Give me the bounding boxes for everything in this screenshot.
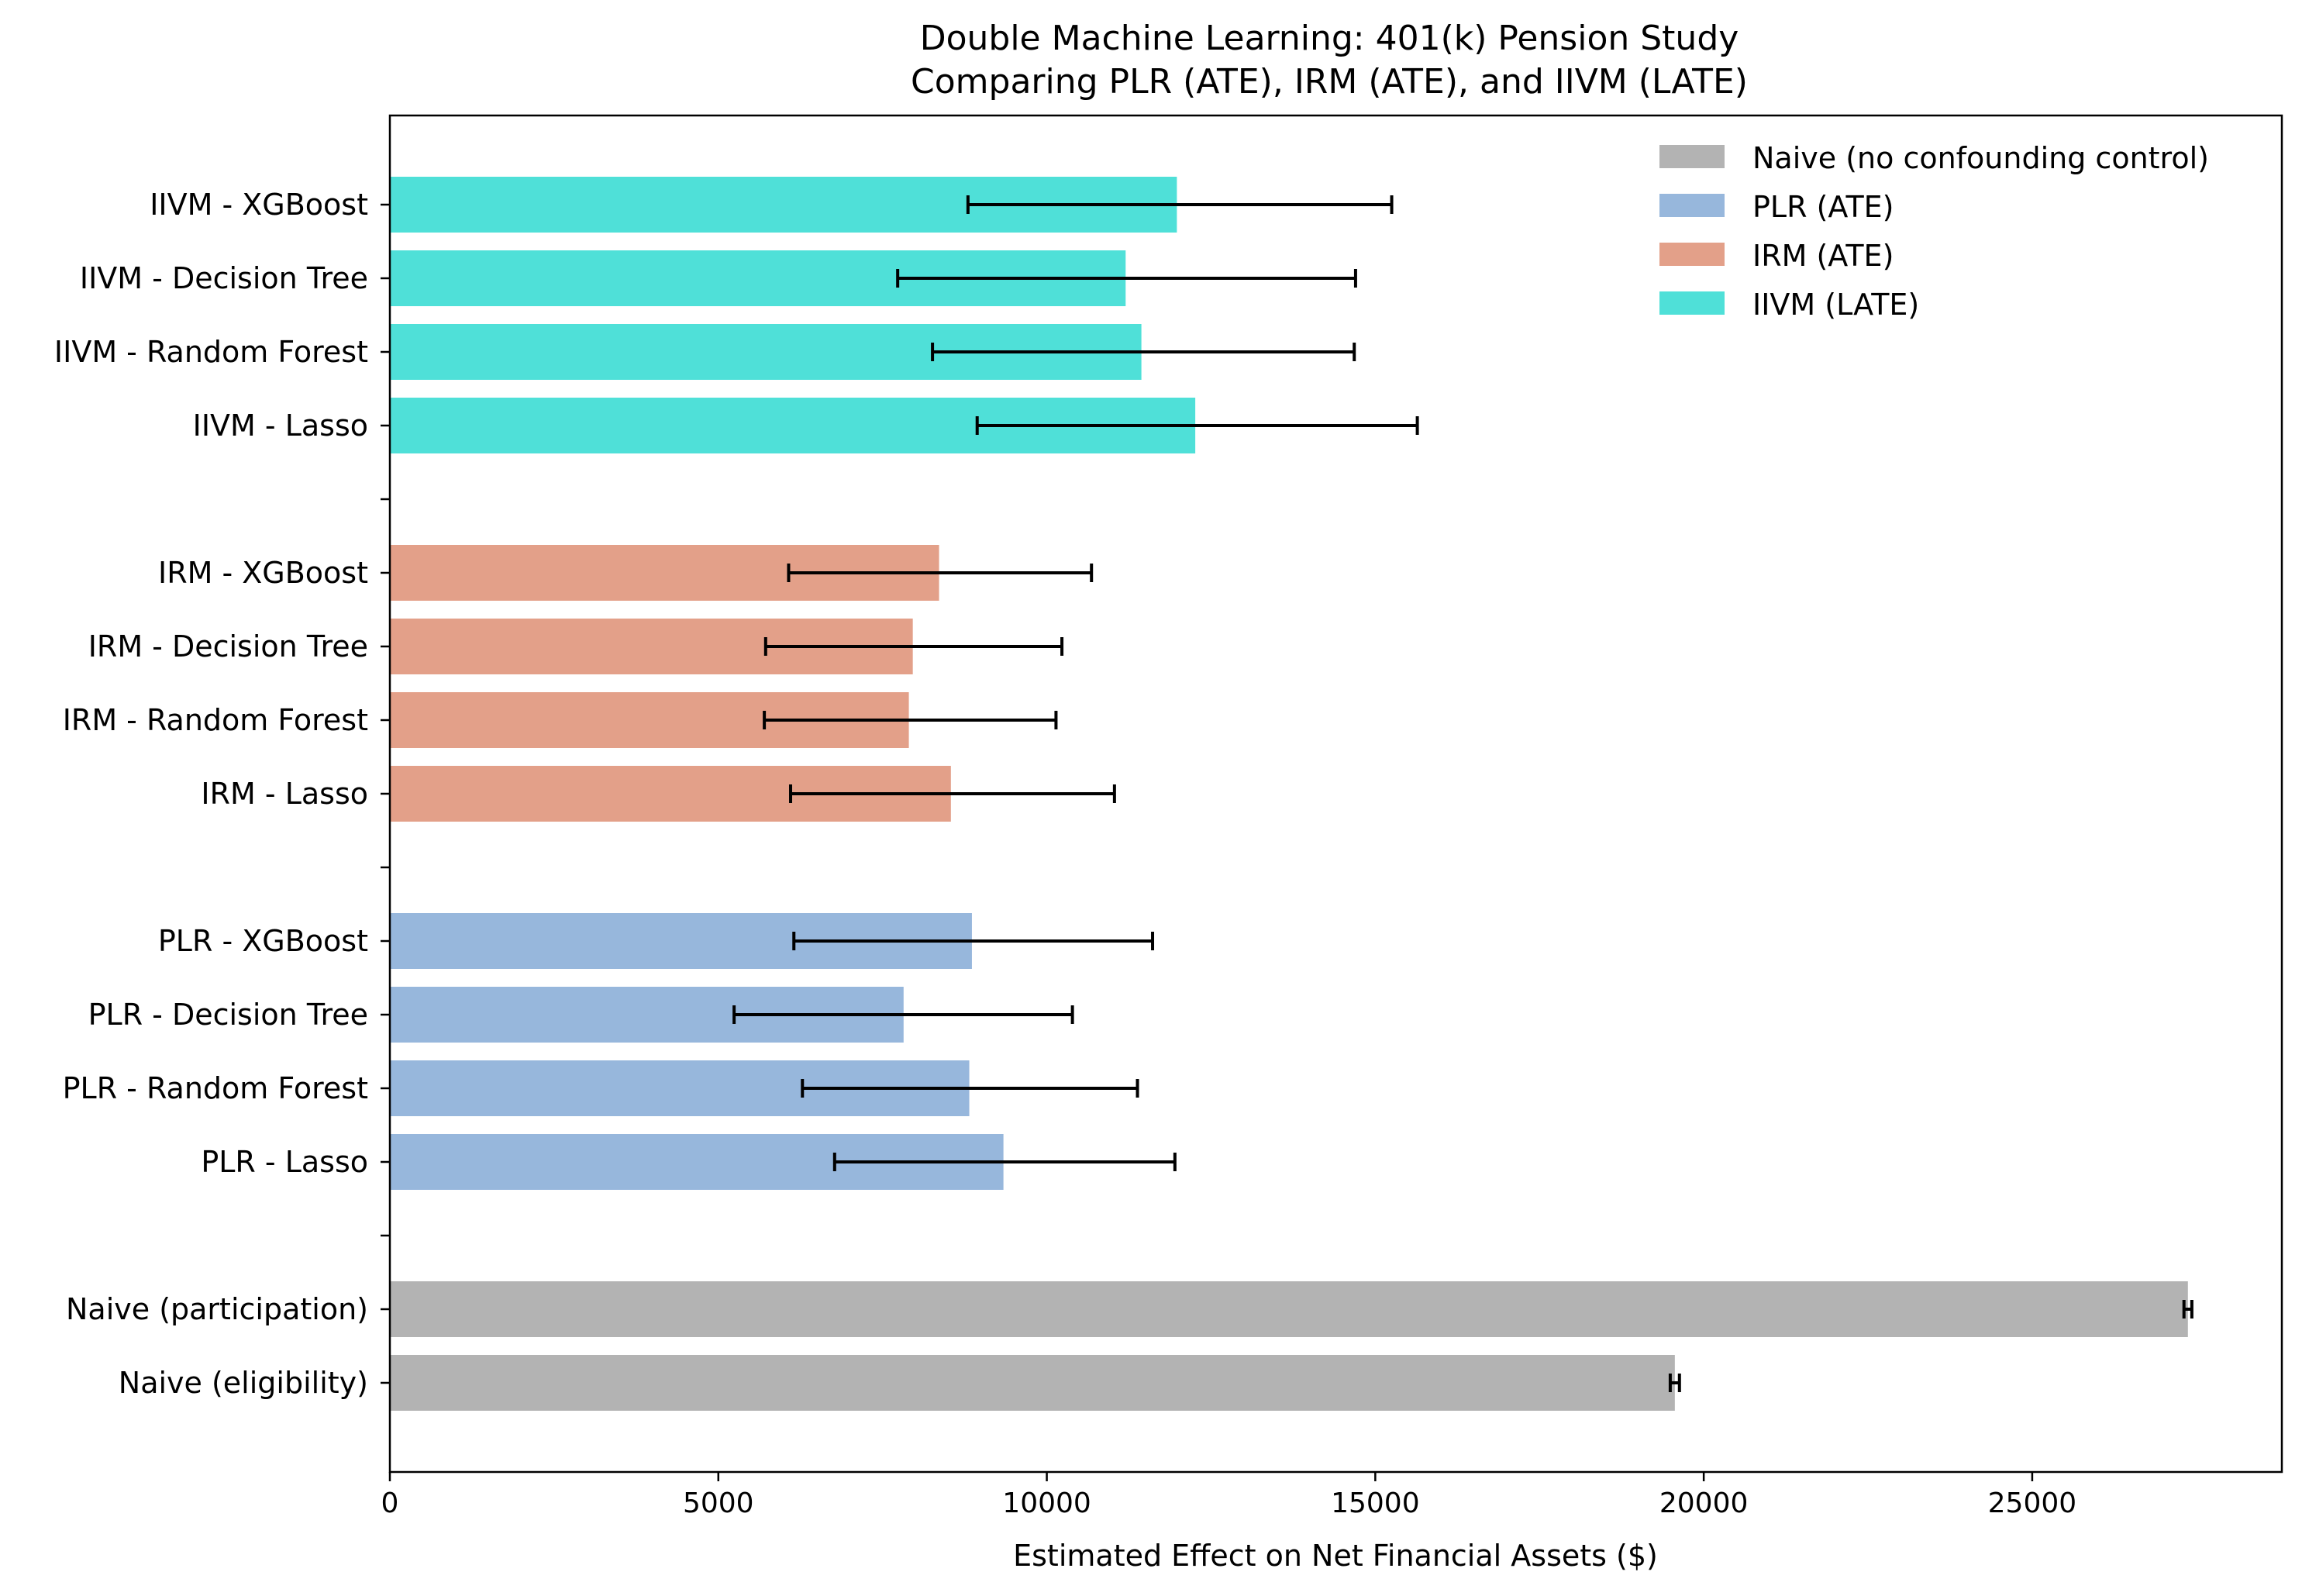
chart-title: Double Machine Learning: 401(k) Pension … [920,19,1739,58]
x-tick-label: 15000 [1331,1487,1420,1519]
y-tick-label: Naive (eligibility) [119,1366,368,1400]
y-axis: Naive (eligibility) Naive (participation)… [54,188,390,1400]
bar [390,1355,1675,1411]
y-tick-label: IIVM - Decision Tree [80,261,368,295]
legend-swatch [1659,194,1725,217]
legend-label: Naive (no confounding control) [1752,141,2209,175]
legend-label: PLR (ATE) [1752,190,1894,224]
y-tick-label: IRM - Decision Tree [88,629,368,664]
y-tick-label: IIVM - Lasso [193,408,368,443]
y-tick-label: IIVM - Random Forest [54,335,368,369]
y-tick-label: IRM - Random Forest [63,703,368,737]
y-tick-label: IRM - XGBoost [158,556,368,590]
y-tick-label: PLR - Lasso [201,1145,368,1179]
y-tick-label: Naive (participation) [66,1292,368,1326]
x-tick-label: 0 [381,1487,399,1519]
x-tick-label: 5000 [683,1487,754,1519]
legend-swatch [1659,291,1725,315]
plot-frame [388,114,2283,1474]
y-tick-label: PLR - Decision Tree [88,998,368,1032]
x-tick-label: 25000 [1988,1487,2077,1519]
x-axis-label: Estimated Effect on Net Financial Assets… [1013,1539,1658,1573]
x-tick-label: 20000 [1659,1487,1749,1519]
y-tick-label: IRM - Lasso [201,777,368,811]
error-bars-layer [732,195,2193,1392]
bar [390,1281,2188,1337]
x-axis: 0 5000 10000 15000 20000 25000 [381,1472,2077,1519]
legend: Naive (no confounding control) PLR (ATE) I… [1659,141,2209,322]
y-tick-label: PLR - XGBoost [158,924,368,958]
chart-subtitle: Comparing PLR (ATE), IRM (ATE), and IIVM… [911,62,1748,102]
bars-layer [390,177,2188,1411]
y-tick-label: PLR - Random Forest [63,1071,368,1105]
legend-label: IIVM (LATE) [1752,288,1919,322]
legend-swatch [1659,145,1725,168]
legend-swatch [1659,243,1725,266]
x-tick-label: 10000 [1002,1487,1091,1519]
y-tick-label: IIVM - XGBoost [150,188,368,222]
legend-label: IRM (ATE) [1752,239,1894,273]
